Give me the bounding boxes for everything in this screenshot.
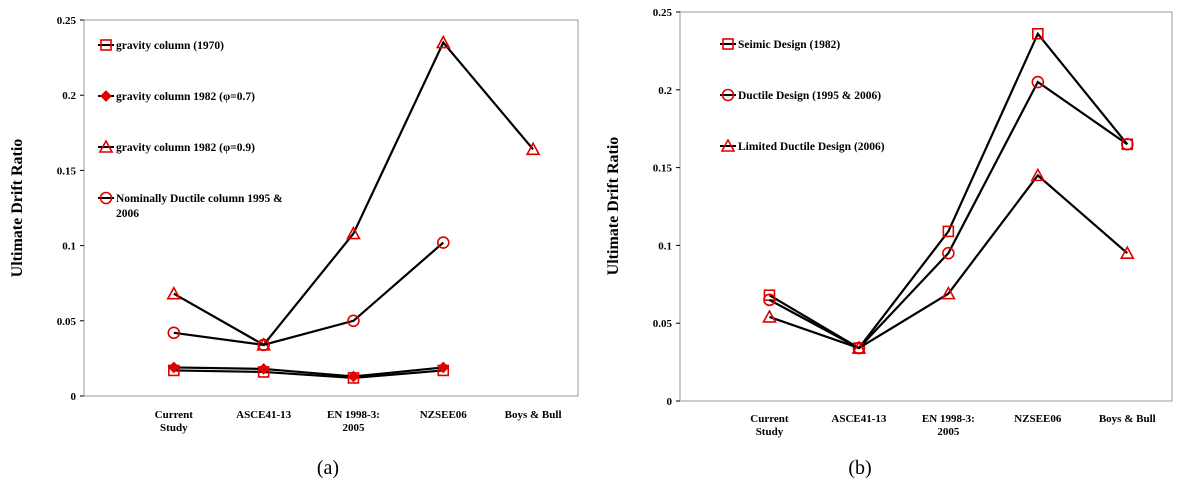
data-point-marker (851, 340, 867, 354)
series-1 (763, 27, 1134, 354)
legend-label: gravity column (1970) (116, 40, 224, 52)
series-line (173, 369, 444, 380)
data-point-marker (762, 309, 777, 323)
data-point-marker (1031, 75, 1045, 89)
y-tick-label: 0.05 (57, 316, 77, 328)
data-point-marker (1030, 167, 1046, 182)
data-point-marker (167, 326, 181, 340)
legend: gravity column (1970) gravity column 1982… (98, 39, 283, 220)
x-tick-label: Current Study (155, 409, 194, 434)
data-point-marker (1119, 245, 1135, 259)
series-4 (167, 236, 450, 352)
series-line (768, 80, 1128, 350)
legend-marker (721, 88, 735, 102)
legend-label: gravity column 1982 (φ=0.7) (116, 91, 255, 103)
data-point-marker (763, 293, 776, 307)
y-axis-label: Ultimate Drift Ratio (605, 137, 622, 276)
y-tick-label: 0.25 (653, 7, 673, 19)
data-point-marker (257, 363, 270, 375)
data-point-marker (437, 361, 450, 374)
data-point-marker (346, 225, 361, 240)
legend-marker (722, 38, 734, 50)
x-tick-label: ASCE41-13 (236, 409, 292, 421)
y-tick-label: 0.15 (57, 165, 77, 177)
y-tick-label: 0.1 (62, 241, 76, 253)
data-point-marker (257, 338, 270, 352)
y-tick-label: 0 (71, 391, 77, 403)
legend-label: Limited Ductile Design (2006) (738, 141, 885, 153)
legend-label: Seimic Design (1982) (738, 39, 840, 51)
x-tick-label: ASCE41-13 (831, 413, 887, 425)
data-point-marker (347, 370, 360, 383)
data-point-marker (347, 314, 360, 328)
chart-panel-a: 0 0.05 0.1 0.15 0.2 0.25 Ultimate Drift Ratio C… (9, 15, 579, 479)
y-tick-label: 0.15 (653, 163, 673, 175)
x-tick-label: Boys & Bull (505, 409, 562, 421)
y-tick-label: 0.2 (62, 90, 76, 102)
y-tick-label: 0.1 (658, 240, 672, 252)
data-point-marker (942, 225, 955, 238)
series-line (173, 241, 444, 346)
legend-marker (720, 138, 736, 152)
data-point-marker (942, 246, 955, 260)
data-point-marker (941, 285, 956, 300)
x-tick-label: EN 1998-3: 2005 (922, 413, 975, 438)
data-point-marker (435, 34, 451, 49)
legend-marker (99, 191, 113, 205)
series-line (769, 173, 1128, 350)
series-line (768, 31, 1129, 350)
y-axis-label: Ultimate Drift Ratio (9, 139, 26, 278)
data-point-marker (167, 361, 180, 374)
x-tick-label: Boys & Bull (1099, 413, 1156, 425)
y-tick-label: 0 (667, 396, 673, 408)
series-3 (762, 167, 1135, 354)
data-point-marker (1032, 27, 1044, 40)
panel-caption: (b) (848, 457, 871, 479)
series-line (173, 40, 534, 347)
legend-marker (100, 90, 112, 102)
y-tick-label: 0.2 (658, 85, 672, 97)
legend: Seimic Design (1982) Ductile Design (1995… (720, 38, 885, 153)
y-tick-label: 0.25 (57, 15, 77, 27)
legend-label: Nominally Ductile column 1995 & 2006 (116, 193, 283, 220)
chart-panel-b: 0 0.05 0.1 0.15 0.2 0.25 Ultimate Drift Ratio C… (605, 7, 1173, 479)
data-point-marker (436, 236, 450, 249)
data-point-marker (1120, 137, 1134, 151)
data-point-marker (525, 141, 541, 156)
series-2 (167, 361, 450, 383)
x-tick-label: EN 1998-3: 2005 (327, 409, 380, 434)
x-tick-label: NZSEE06 (1014, 413, 1062, 425)
series-2 (763, 75, 1134, 355)
series-line (173, 366, 444, 378)
legend-marker (98, 139, 114, 153)
data-point-marker (166, 286, 182, 300)
x-tick-label: NZSEE06 (420, 409, 468, 421)
y-tick-label: 0.05 (653, 318, 673, 330)
plot-area-frame (83, 19, 579, 397)
x-tick-label: Current Study (750, 413, 789, 438)
legend-label: gravity column 1982 (φ=0.9) (116, 142, 255, 154)
legend-marker (100, 39, 112, 51)
legend-label: Ductile Design (1995 & 2006) (738, 90, 881, 102)
panel-caption: (a) (317, 457, 339, 479)
plot-area-frame (679, 11, 1173, 402)
